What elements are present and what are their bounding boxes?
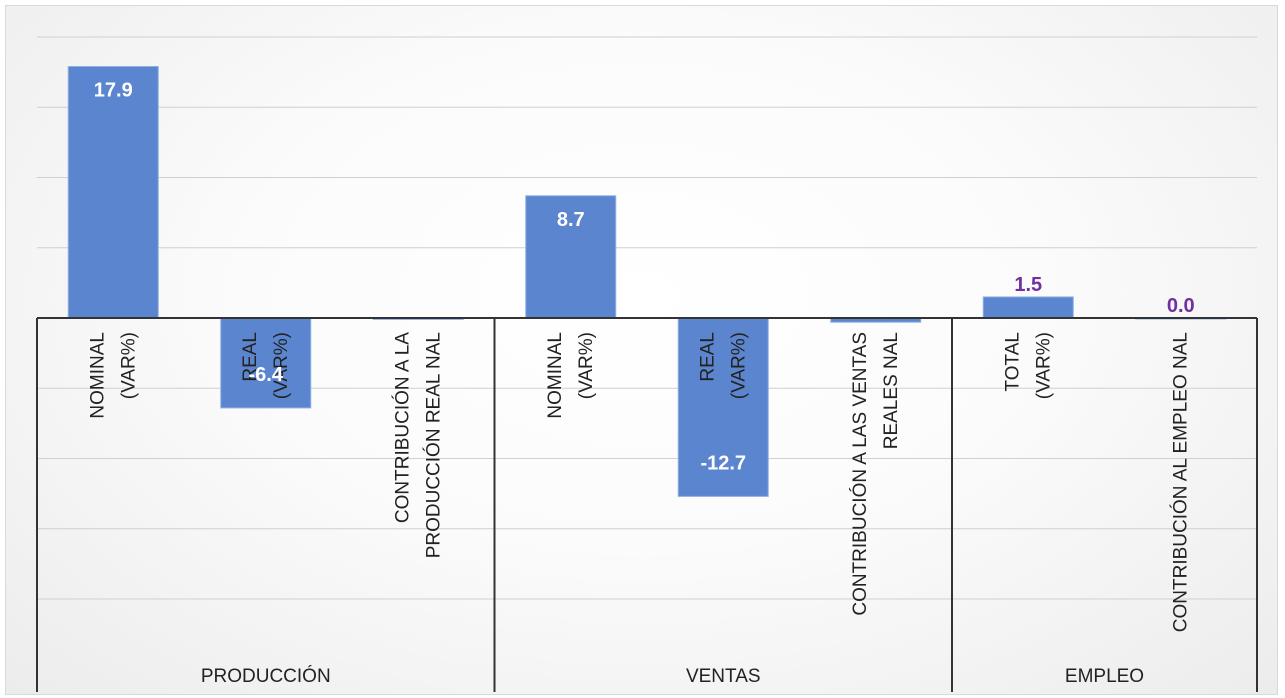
category-label-line: (VAR%)	[728, 332, 749, 399]
bar	[525, 195, 617, 319]
bar	[677, 317, 769, 497]
category-label-line: CONTRIBUCIÓN A LAS VENTAS	[849, 332, 871, 616]
category-label-line: NOMINAL	[545, 332, 566, 419]
bar	[982, 296, 1074, 319]
category-label-line: PRODUCCIÓN REAL NAL	[422, 332, 444, 558]
category-label-line: (VAR%)	[576, 332, 597, 399]
category-label: CONTRIBUCIÓN A LAS VENTAS REALES NAL	[849, 332, 902, 616]
bar	[220, 317, 312, 409]
category-label: REAL (VAR%)	[240, 332, 292, 399]
category-label-line: REALES NAL	[881, 332, 902, 449]
category-label: NOMINAL (VAR%)	[545, 332, 597, 419]
group-label: EMPLEO	[1065, 666, 1144, 687]
data-labels: 17.9 -6.4 8.7 -12.7 1.5 0.0	[94, 80, 1195, 475]
data-label: -6.4	[249, 364, 284, 386]
category-label: TOTAL (VAR%)	[1002, 332, 1054, 399]
data-label: 0.0	[1167, 295, 1195, 317]
chart-area	[5, 5, 1278, 695]
bar	[67, 66, 159, 319]
category-label: CONTRIBUCIÓN A LA PRODUCCIÓN REAL NAL	[391, 332, 444, 559]
category-label: NOMINAL (VAR%)	[87, 332, 139, 419]
group-label: VENTAS	[686, 666, 761, 687]
category-label: CONTRIBUCIÓN AL EMPLEO NAL	[1169, 332, 1191, 632]
data-label: -12.7	[700, 452, 746, 474]
data-label: 17.9	[94, 80, 133, 102]
category-label-line: (VAR%)	[118, 332, 139, 399]
data-label: 1.5	[1014, 274, 1042, 296]
category-label-line: REAL	[697, 332, 718, 382]
gridlines	[37, 36, 1257, 600]
category-label: REAL (VAR%)	[697, 332, 749, 399]
group-label: PRODUCCIÓN	[201, 665, 331, 687]
category-label-line: TOTAL	[1002, 332, 1023, 391]
category-label-line: (VAR%)	[271, 332, 292, 399]
category-axis: NOMINAL (VAR%) REAL (VAR%) CONTRIBUCIÓN A LA…	[36, 317, 1258, 692]
category-label-line: (VAR%)	[1033, 332, 1054, 399]
category-label-line: REAL	[240, 332, 261, 382]
category-label-line: NOMINAL	[87, 332, 108, 419]
data-label: 8.7	[557, 209, 585, 231]
bars	[67, 66, 1227, 497]
category-label-line: CONTRIBUCIÓN A LA	[391, 332, 413, 523]
category-label-line: CONTRIBUCIÓN AL EMPLEO NAL	[1169, 332, 1191, 632]
